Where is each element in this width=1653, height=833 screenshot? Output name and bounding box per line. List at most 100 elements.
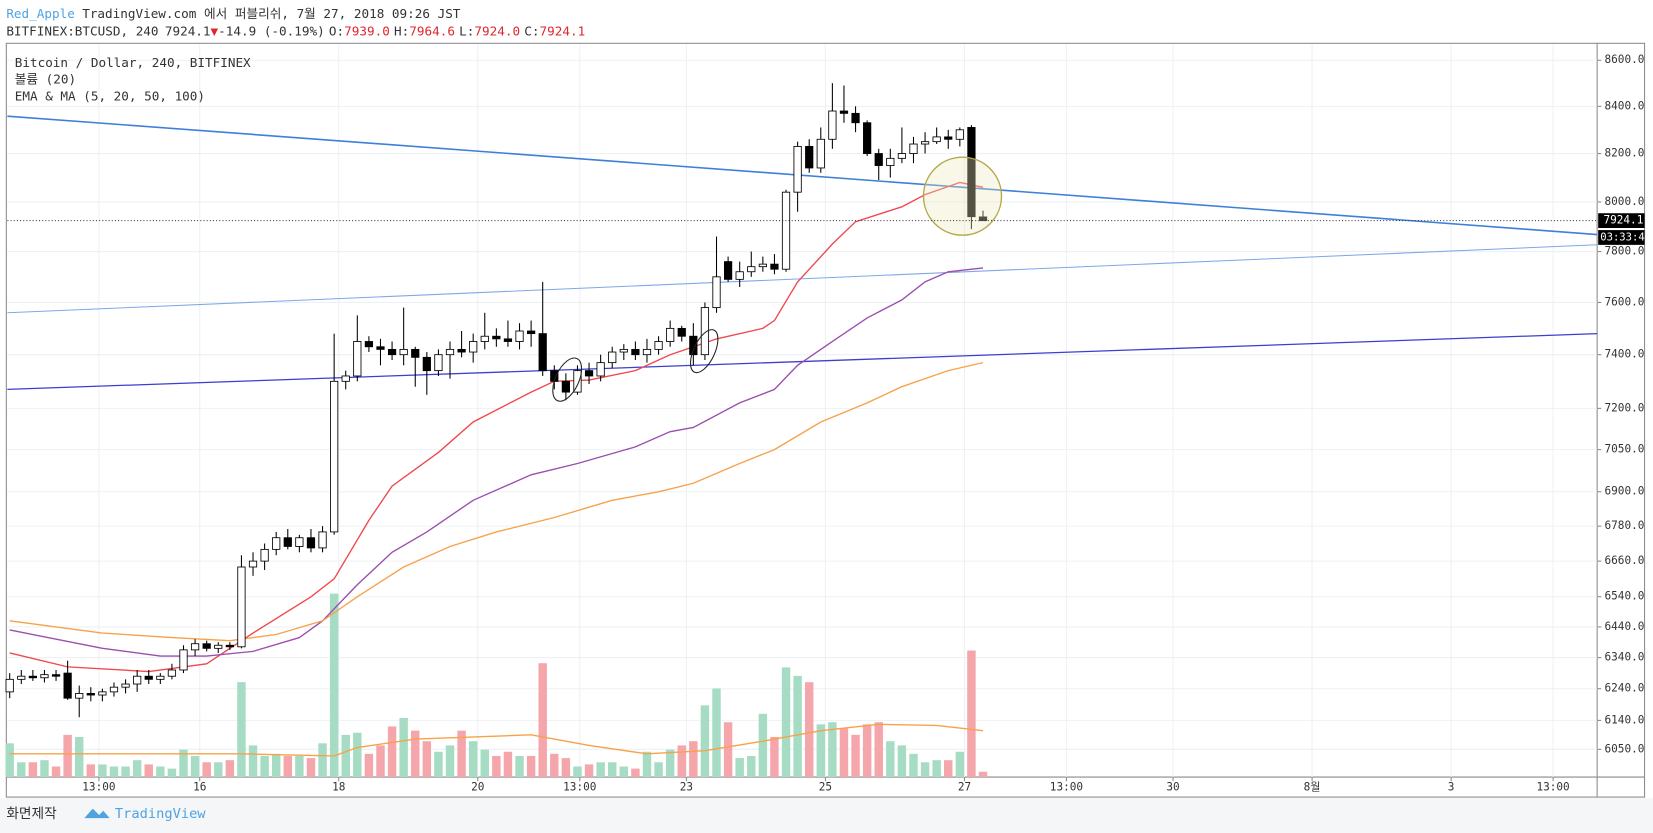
volume-bar [561, 758, 571, 778]
volume-bar [329, 593, 339, 778]
candle-body [387, 348, 397, 356]
volume-bar [747, 755, 756, 778]
candle-body [689, 335, 698, 356]
x-tick-label: 18 [332, 781, 345, 794]
volume-bar [608, 762, 617, 778]
volume-bar [550, 753, 559, 778]
last-price-box [1598, 213, 1645, 228]
x-tick-label: 13:00 [563, 781, 596, 794]
ohlc-value: 7964.6 [409, 23, 455, 38]
candle-body [167, 669, 177, 677]
y-tick-label: 7050.0 [1605, 443, 1645, 456]
candle-body [40, 674, 49, 679]
volume-bar [306, 758, 316, 778]
candle-body [283, 537, 292, 547]
volume-layer [5, 593, 988, 778]
volume-bar [770, 736, 779, 778]
trend-line [7, 115, 1598, 236]
candle-body [364, 341, 374, 348]
candle-body [225, 644, 234, 648]
volume-bar [526, 755, 536, 778]
candle-body [503, 338, 513, 342]
volume-bar [492, 755, 501, 778]
x-tick-label: 3 [1448, 781, 1455, 794]
y-tick-label: 6540.0 [1605, 590, 1645, 603]
volume-bar [445, 745, 455, 778]
volume-bar [874, 722, 883, 778]
volume-bar [793, 675, 802, 778]
candle-body [978, 216, 988, 222]
candle-body [376, 346, 385, 350]
candle-body [445, 348, 455, 356]
volume-bar [573, 766, 582, 778]
candle-body [584, 370, 594, 377]
candle-body [306, 537, 316, 549]
candle-body [944, 136, 953, 140]
volume-bar [723, 722, 733, 778]
candle-body [596, 362, 605, 377]
ohlc-value: 7939.0 [344, 23, 390, 38]
candle-body [51, 674, 61, 677]
footer-made: 화면제작 [6, 806, 57, 822]
ohlc-value: 7924.0 [474, 23, 520, 38]
volume-bar [202, 762, 211, 778]
volume-bar [700, 705, 710, 778]
candle-body [260, 548, 269, 562]
volume-bar [63, 734, 72, 778]
user[interactable]: Red_Apple [6, 5, 75, 20]
candle-body [666, 327, 675, 342]
candle-body [781, 191, 791, 270]
volume-bar [665, 749, 675, 778]
volume-bar [341, 734, 350, 778]
y-tick-label: 7800.0 [1605, 245, 1645, 258]
arrow: ▼ [211, 23, 219, 38]
ohlc-label: C: [524, 23, 539, 38]
volume-bar [468, 741, 478, 778]
volume-bar [353, 732, 362, 778]
candle-body [272, 537, 281, 550]
volume-bar [978, 771, 988, 778]
volume-bar [689, 741, 698, 778]
y-tick-label: 6440.0 [1605, 620, 1645, 633]
candle-layer [5, 83, 988, 718]
change: -14.9 (-0.19%) [218, 23, 325, 38]
candle-body [747, 266, 756, 273]
header-line-2: BITFINEX:BTCUSD, 240 7924.1▼-14.9 (-0.19%… [6, 23, 585, 38]
volume-bar [677, 745, 686, 778]
candle-body [190, 643, 200, 651]
candle-body [700, 307, 710, 356]
footer-brand[interactable]: TradingView [115, 806, 206, 822]
y-tick-label: 6340.0 [1605, 651, 1645, 664]
volume-bar [781, 667, 791, 778]
volume-bar [886, 741, 895, 778]
x-tick-label: 13:00 [1050, 781, 1083, 794]
candle-body [561, 380, 570, 393]
volume-bar [804, 682, 814, 778]
candle-body [156, 675, 165, 680]
volume-bar [86, 764, 96, 778]
candle-body [619, 348, 628, 353]
x-tick-label: 16 [193, 781, 206, 794]
candle-body [98, 691, 107, 696]
volume-bar [318, 743, 327, 778]
volume-bar [190, 755, 200, 778]
candle-body [86, 693, 95, 696]
last-price-label: 7924.1 [1603, 214, 1643, 227]
candle-body [677, 327, 686, 337]
volume-bar [237, 682, 246, 778]
legend-line: EMA & MA (5, 20, 50, 100) [15, 89, 205, 104]
candle-body [932, 136, 941, 143]
candle-body [527, 330, 536, 335]
x-tick-label: 30 [1166, 781, 1179, 794]
annotation-ellipse [689, 329, 719, 374]
candle-body [179, 649, 188, 671]
volume-bar [816, 724, 826, 778]
y-tick-label: 8000.0 [1605, 195, 1645, 208]
x-tick-label: 27 [958, 781, 971, 794]
volume-bar [619, 766, 629, 778]
candle-body [202, 643, 211, 649]
candle-body [469, 341, 478, 353]
volume-bar [654, 762, 663, 778]
volume-bar [909, 753, 918, 778]
